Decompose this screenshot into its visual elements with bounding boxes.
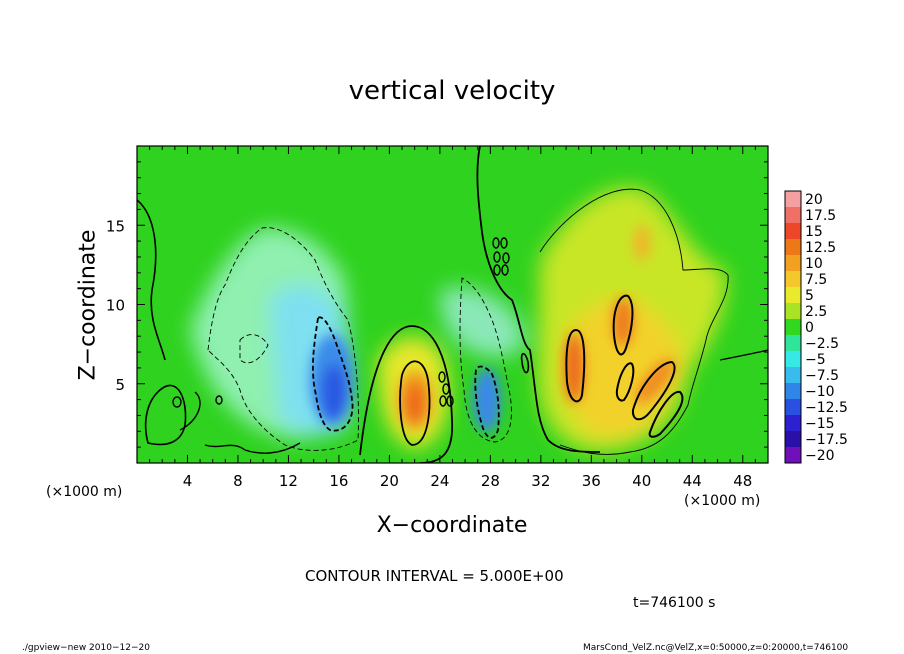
chart-title: vertical velocity (348, 76, 556, 106)
colorbar-label: 17.5 (805, 208, 836, 224)
field-cores (310, 225, 675, 432)
colorbar-label: −10 (805, 384, 835, 400)
contour-interval-label: CONTOUR INTERVAL = 5.000E+00 (305, 567, 564, 585)
x-tick-label: 4 (183, 472, 193, 490)
x-tick-label: 36 (582, 472, 601, 490)
colorbar-swatch (785, 447, 801, 464)
x-tick-label: 16 (329, 472, 348, 490)
x-tick-label: 40 (632, 472, 651, 490)
x-tick-label: 24 (430, 472, 449, 490)
colorbar-swatch (785, 191, 801, 208)
colorbar-swatch (785, 223, 801, 240)
colorbar-label: 7.5 (805, 272, 827, 288)
time-label: t=746100 s (633, 595, 716, 611)
x-axis-label: X−coordinate (376, 513, 528, 538)
colorbar-swatch (785, 255, 801, 272)
colorbar-swatch (785, 303, 801, 320)
colorbar-swatch (785, 415, 801, 432)
x-tick-label: 48 (733, 472, 752, 490)
colorbar-label: 0 (805, 320, 814, 336)
x-tick-label: 28 (481, 472, 500, 490)
colorbar-swatch (785, 319, 801, 336)
colorbar: 2017.51512.5107.552.50−2.5−5−7.5−10−12.5… (784, 190, 848, 464)
x-axis-ticks: 4 8 12 16 20 24 28 32 36 40 44 48 (149, 146, 756, 490)
colorbar-label: 12.5 (805, 240, 836, 256)
x-tick-label: 12 (279, 472, 298, 490)
colorbar-swatch (785, 271, 801, 288)
x-tick-label: 44 (683, 472, 702, 490)
negative-contour-lines (207, 227, 512, 451)
colorbar-label: 20 (805, 192, 823, 208)
z-axis-unit: (×1000 m) (46, 484, 123, 500)
small-contour-loops (172, 237, 510, 408)
colorbar-swatch (785, 383, 801, 400)
colorbar-label: −12.5 (805, 400, 848, 416)
colorbar-label: −15 (805, 416, 835, 432)
colorbar-label: −7.5 (805, 368, 839, 384)
colorbar-swatch (785, 351, 801, 368)
colorbar-label: 15 (805, 224, 823, 240)
colorbar-swatch (785, 239, 801, 256)
colorbar-swatch (785, 431, 801, 448)
x-tick-label: 8 (233, 472, 243, 490)
colorbar-label: −2.5 (805, 336, 839, 352)
z-tick-label: 5 (115, 376, 125, 394)
velocity-field (137, 146, 768, 463)
z-axis-ticks: 5 10 15 (106, 161, 768, 448)
contour-lines (137, 146, 768, 463)
colorbar-swatch (785, 207, 801, 224)
x-tick-label: 20 (380, 472, 399, 490)
colorbar-swatch (785, 399, 801, 416)
colorbar-swatch (785, 287, 801, 304)
colorbar-label: −17.5 (805, 432, 848, 448)
colorbar-label: 2.5 (805, 304, 827, 320)
colorbar-label: 10 (805, 256, 823, 272)
colorbar-label: 5 (805, 288, 814, 304)
z-tick-label: 15 (106, 217, 125, 235)
colorbar-swatch (785, 367, 801, 384)
z-tick-label: 10 (106, 297, 125, 315)
footer-data-source: MarsCond_VelZ.nc@VelZ,x=0:50000,z=0:2000… (583, 643, 849, 653)
colorbar-label: −5 (805, 352, 826, 368)
colorbar-frame (784, 190, 802, 464)
footer-program-date: ./gpview−new 2010−12−20 (22, 643, 150, 653)
colorbar-swatch (785, 335, 801, 352)
x-axis-unit: (×1000 m) (684, 493, 761, 509)
colorbar-label: −20 (805, 448, 835, 464)
x-tick-label: 32 (531, 472, 550, 490)
